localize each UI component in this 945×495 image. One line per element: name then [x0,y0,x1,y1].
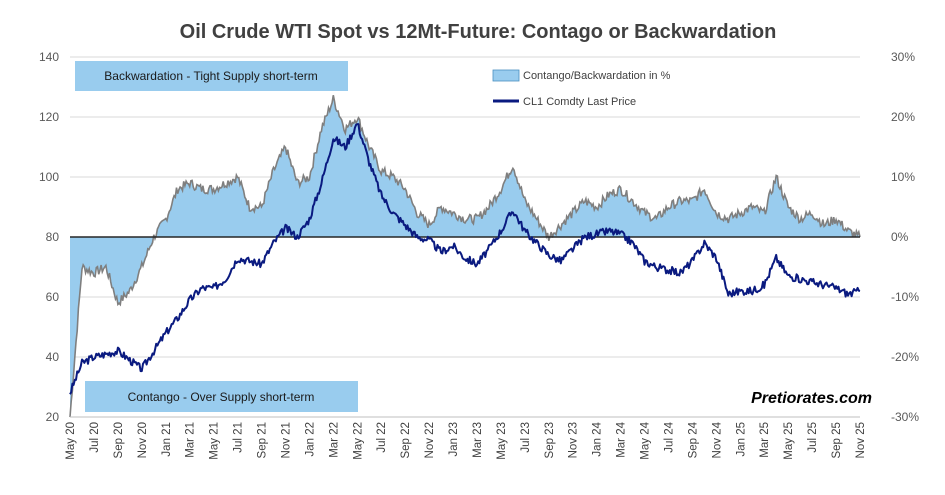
x-tick-label: Nov 21 [281,422,293,458]
x-tick-label: May 24 [640,421,652,459]
left-tick-label: 120 [39,110,59,124]
x-tick-label: May 25 [783,422,795,460]
annotation-backwardation-text: Backwardation - Tight Supply short-term [104,69,317,83]
x-tick-label: Sep 20 [113,422,125,458]
x-tick-label: Jul 25 [807,422,819,453]
x-tick-label: Nov 25 [855,422,867,458]
legend-swatch-area [492,69,520,82]
left-tick-label: 60 [46,290,60,304]
annotation-contango-box [85,381,358,412]
left-tick-label: 140 [39,50,59,64]
annotation-backwardation-box [75,61,348,91]
x-tick-label: Mar 22 [328,422,340,458]
x-tick-label: Jan 22 [304,422,316,457]
x-tick-label: Jan 25 [735,422,747,457]
x-tick-label: Sep 24 [687,421,699,458]
right-axis: -30% -20% -10% 0% 10% 20% 30% [891,50,919,424]
contango-area [70,95,860,418]
contango-area-series [69,95,861,418]
contango-outline [69,95,861,418]
x-tick-label: Mar 25 [759,422,771,458]
watermark: Pretiorates.com [751,390,872,407]
right-tick-label: -10% [891,290,919,304]
x-tick-label: Jan 23 [448,422,460,457]
x-tick-label: Jul 21 [233,422,245,453]
x-tick-label: Mar 24 [616,421,628,457]
annotation-contango-text: Contango - Over Supply short-term [128,390,315,404]
x-tick-label: May 21 [209,422,221,460]
left-axis: 20 40 60 80 100 120 140 [39,50,59,424]
x-tick-label: May 22 [352,422,364,460]
x-tick-label: Nov 20 [137,422,149,458]
left-tick-label: 100 [39,170,59,184]
right-tick-label: 20% [891,110,915,124]
x-tick-label: Sep 21 [257,422,269,458]
right-tick-label: 0% [891,230,909,244]
legend: Contango/Backwardation in % CL1 Comdty L… [492,69,671,108]
x-tick-label: Sep 22 [400,422,412,458]
x-tick-label: Nov 22 [424,422,436,458]
x-tick-label: Sep 23 [544,422,556,458]
legend-label-line: CL1 Comdty Last Price [523,96,636,108]
left-tick-label: 20 [46,410,60,424]
x-tick-label: Jul 22 [376,422,388,453]
x-tick-label: Jan 21 [161,422,173,457]
chart-title: Oil Crude WTI Spot vs 12Mt-Future: Conta… [180,21,777,43]
x-tick-label: Nov 24 [711,421,723,458]
x-tick-label: Jul 20 [89,422,101,453]
left-tick-label: 40 [46,350,60,364]
annotation-contango: Contango - Over Supply short-term [85,381,358,412]
right-tick-label: 10% [891,170,915,184]
x-tick-label: Jul 24 [664,421,676,452]
x-tick-label: Sep 25 [831,422,843,458]
x-tick-label: May 20 [65,422,77,460]
x-tick-label: Mar 23 [472,422,484,458]
x-tick-label: Jul 23 [520,422,532,453]
left-tick-label: 80 [46,230,60,244]
price-line-series [69,123,861,395]
x-tick-label: May 23 [496,422,508,460]
x-tick-label: Nov 23 [568,422,580,458]
annotation-backwardation: Backwardation - Tight Supply short-term [75,61,348,91]
legend-label-area: Contango/Backwardation in % [523,70,671,82]
right-tick-label: -20% [891,350,919,364]
price-line [69,123,861,395]
right-tick-label: 30% [891,50,915,64]
x-tick-label: Mar 21 [185,422,197,458]
x-tick-label: Jan 24 [592,421,604,456]
x-axis: May 20 Jul 20 Sep 20 Nov 20 Jan 21 Mar 21 May … [65,416,867,460]
right-tick-label: -30% [891,410,919,424]
